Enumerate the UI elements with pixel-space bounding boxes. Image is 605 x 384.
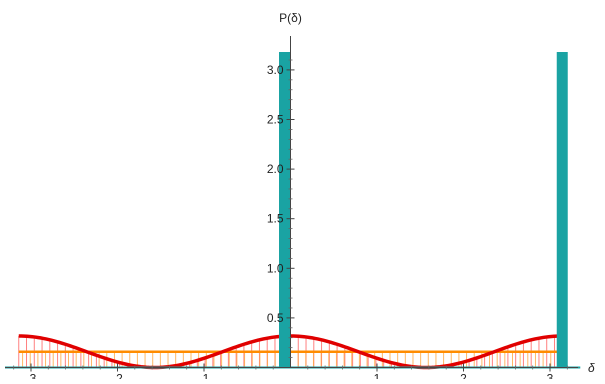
y-tick-label: 1.5 bbox=[267, 212, 284, 226]
x-tick-label: -2 bbox=[112, 372, 123, 380]
x-tick-label: 2 bbox=[460, 372, 467, 380]
y-tick-label: 1.0 bbox=[267, 261, 284, 275]
y-tick-label: 2.5 bbox=[267, 113, 284, 127]
y-tick-label: 0.5 bbox=[267, 311, 284, 325]
teal-spike bbox=[556, 52, 568, 368]
y-tick-label: 3.0 bbox=[267, 63, 284, 77]
x-axis-label: δ bbox=[588, 361, 595, 375]
x-tick-label: 1 bbox=[374, 372, 381, 380]
ticks-group: -3 -2 -1 1 2 3 0.5 1.0 1.5 2.0 2.5 3.0 bbox=[13, 59, 568, 384]
y-tick-label: 2.0 bbox=[267, 162, 284, 176]
y-axis-label: P(δ) bbox=[279, 11, 302, 25]
x-tick-label: -1 bbox=[199, 372, 210, 380]
x-tick-label: -3 bbox=[26, 372, 37, 380]
series-group bbox=[5, 52, 581, 370]
x-tick-label: 3 bbox=[547, 372, 554, 380]
teal-spike bbox=[279, 52, 290, 368]
